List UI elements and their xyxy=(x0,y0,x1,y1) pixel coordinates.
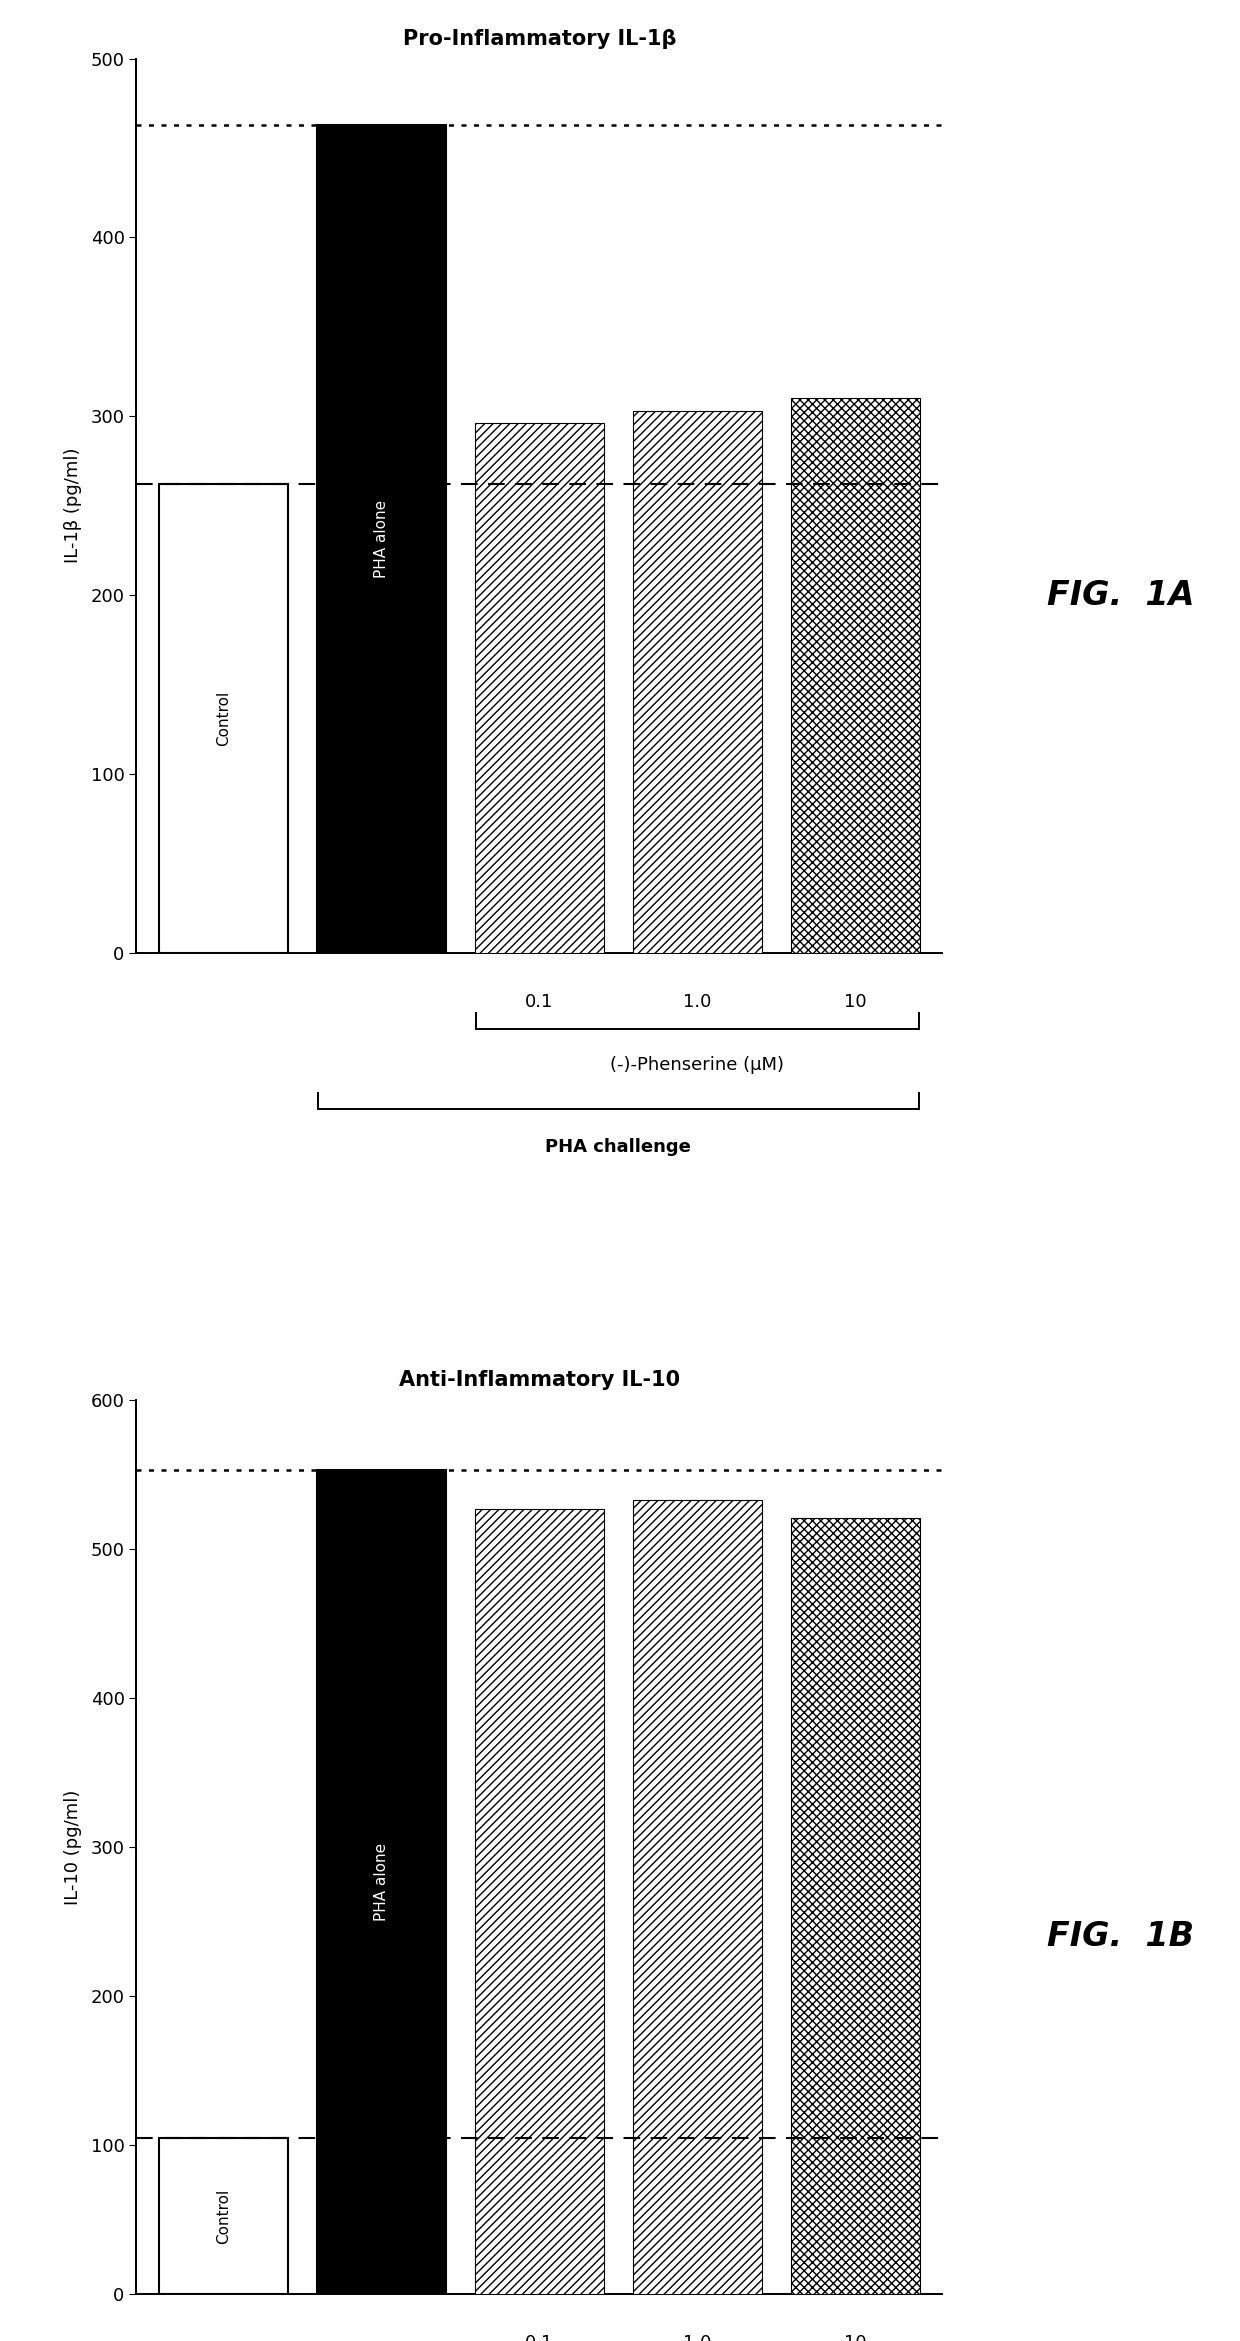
Text: PHA challenge: PHA challenge xyxy=(546,1138,692,1156)
Bar xyxy=(475,424,604,953)
Text: 10: 10 xyxy=(844,993,867,1011)
Text: 0.1: 0.1 xyxy=(526,993,553,1011)
Text: PHA alone: PHA alone xyxy=(374,1842,389,1922)
Y-axis label: IL-10 (pg/ml): IL-10 (pg/ml) xyxy=(64,1789,82,1906)
Text: FIG.  1A: FIG. 1A xyxy=(1047,578,1194,611)
Bar xyxy=(632,412,763,953)
Title: Pro-Inflammatory IL-1β: Pro-Inflammatory IL-1β xyxy=(403,28,676,49)
Bar xyxy=(791,1517,920,2294)
Text: (-)-Phenserine (μM): (-)-Phenserine (μM) xyxy=(610,1056,785,1075)
Title: Anti-Inflammatory IL-10: Anti-Inflammatory IL-10 xyxy=(399,1369,680,1391)
Text: Control: Control xyxy=(216,691,231,747)
Text: FIG.  1B: FIG. 1B xyxy=(1047,1920,1194,1952)
Y-axis label: IL-1β (pg/ml): IL-1β (pg/ml) xyxy=(64,447,82,564)
Bar xyxy=(791,398,920,953)
Text: Control: Control xyxy=(216,2189,231,2243)
Bar xyxy=(159,2137,288,2294)
Bar xyxy=(475,1508,604,2294)
Text: 1.0: 1.0 xyxy=(683,2334,712,2341)
Text: 0.1: 0.1 xyxy=(526,2334,553,2341)
Bar xyxy=(159,485,288,953)
Bar xyxy=(632,1501,763,2294)
Text: PHA alone: PHA alone xyxy=(374,499,389,578)
Bar xyxy=(316,1470,446,2294)
Text: 10: 10 xyxy=(844,2334,867,2341)
Text: 1.0: 1.0 xyxy=(683,993,712,1011)
Bar xyxy=(316,124,446,953)
